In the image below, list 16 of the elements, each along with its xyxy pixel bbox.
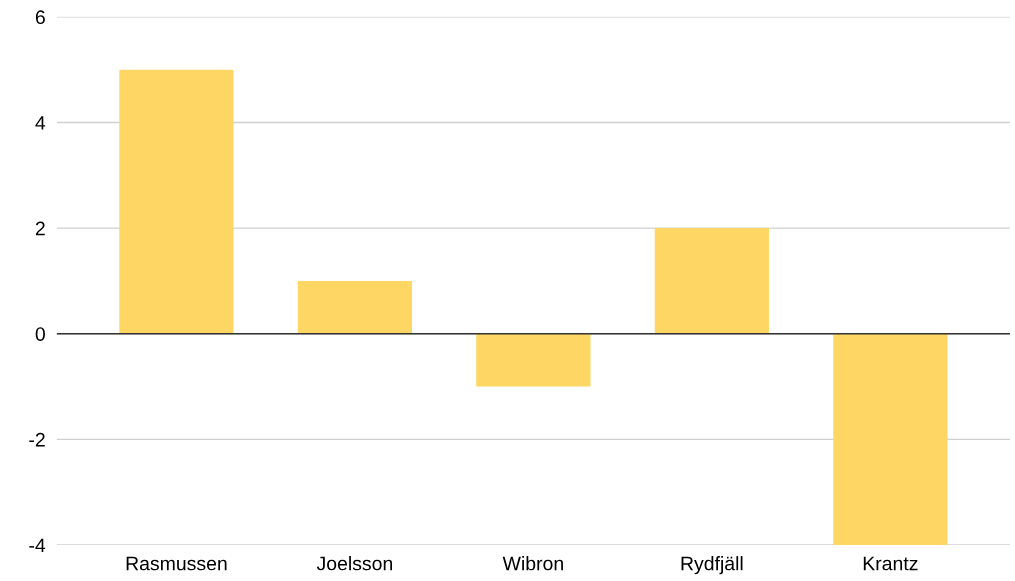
bar xyxy=(833,333,948,545)
x-tick-label: Krantz xyxy=(863,556,918,571)
bar xyxy=(476,333,591,387)
y-tick-label: 2 xyxy=(35,221,45,236)
x-tick-label: Rydfjäll xyxy=(681,556,743,575)
y-tick-label: 6 xyxy=(35,10,45,25)
y-tick-label: -2 xyxy=(29,432,45,447)
bar xyxy=(654,228,769,334)
bar xyxy=(297,280,413,334)
y-tick-label: 0 xyxy=(35,327,45,341)
x-tick-label: Joelsson xyxy=(316,556,393,571)
x-tick-label: Wibron xyxy=(502,556,563,571)
y-tick-label: 4 xyxy=(35,116,46,130)
x-tick-label: Rasmussen xyxy=(126,556,227,571)
y-tick-label: -4 xyxy=(29,538,46,553)
bar xyxy=(119,69,234,334)
